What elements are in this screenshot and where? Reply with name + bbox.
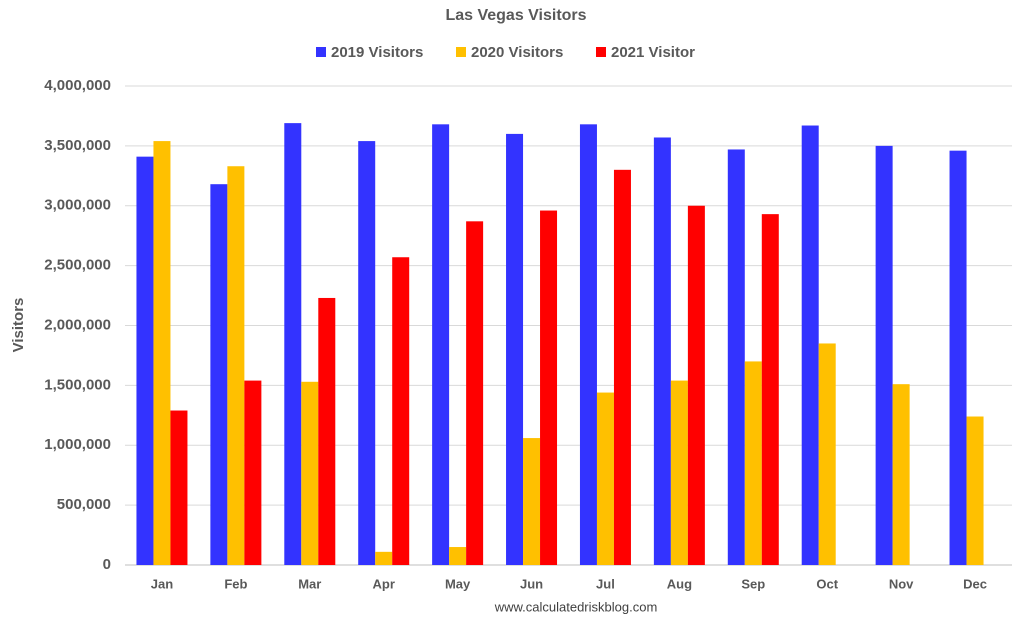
y-tick-label: 500,000 (57, 496, 111, 513)
bar (892, 384, 910, 565)
bar (727, 149, 745, 565)
bar (318, 297, 336, 565)
x-tick-label: Jul (596, 576, 615, 591)
bar (358, 141, 376, 565)
bar (523, 438, 541, 565)
bar (301, 381, 319, 565)
bar (506, 133, 524, 565)
bar (210, 184, 228, 565)
bar (613, 169, 631, 565)
bar (284, 123, 302, 565)
bar (966, 416, 984, 565)
bar (227, 166, 245, 566)
y-tick-label: 3,000,000 (44, 197, 111, 214)
source: www.calculatedriskblog.com (494, 599, 658, 614)
legend-swatch (596, 47, 606, 57)
x-tick-label: May (445, 576, 471, 591)
chart-title: Las Vegas Visitors (445, 7, 586, 24)
y-tick-label: 4,000,000 (44, 77, 111, 94)
bar (170, 410, 188, 565)
x-tick-label: Nov (889, 576, 914, 591)
x-tick-label: Dec (963, 576, 987, 591)
bar (744, 361, 762, 565)
x-tick-label: Apr (373, 576, 395, 591)
legend-label: 2020 Visitors (471, 44, 563, 61)
y-tick-label: 1,500,000 (44, 376, 111, 393)
bar (687, 205, 705, 565)
y-tick-label: 2,500,000 (44, 257, 111, 274)
y-tick-label: 3,500,000 (44, 137, 111, 154)
bar (375, 551, 393, 565)
x-tick-label: Aug (667, 576, 692, 591)
bar (392, 257, 410, 565)
bar (432, 124, 450, 565)
bar (579, 124, 597, 565)
bar (540, 210, 558, 566)
bar (596, 392, 614, 565)
legend-swatch (456, 47, 466, 57)
x-tick-label: Feb (224, 576, 247, 591)
bar (449, 547, 467, 565)
bar (761, 214, 779, 565)
bar (670, 380, 688, 565)
x-tick-label: Oct (816, 576, 838, 591)
bar (466, 221, 484, 565)
x-tick-label: Jan (151, 576, 173, 591)
bar (153, 141, 171, 565)
y-tick-label: 0 (103, 556, 111, 573)
bar (653, 137, 671, 565)
legend-swatch (316, 47, 326, 57)
x-tick-label: Jun (520, 576, 543, 591)
x-tick-label: Mar (298, 576, 321, 591)
y-axis-label: Visitors (10, 298, 27, 353)
legend-label: 2021 Visitor (611, 44, 695, 61)
legend-label: 2019 Visitors (331, 44, 423, 61)
bar (875, 145, 893, 565)
bar (949, 150, 967, 566)
bar (244, 380, 262, 565)
y-tick-label: 1,000,000 (44, 436, 111, 453)
bar (136, 156, 154, 565)
bar (801, 125, 819, 565)
bar (818, 343, 836, 565)
x-tick-label: Sep (741, 576, 765, 591)
y-tick-label: 2,000,000 (44, 316, 111, 333)
